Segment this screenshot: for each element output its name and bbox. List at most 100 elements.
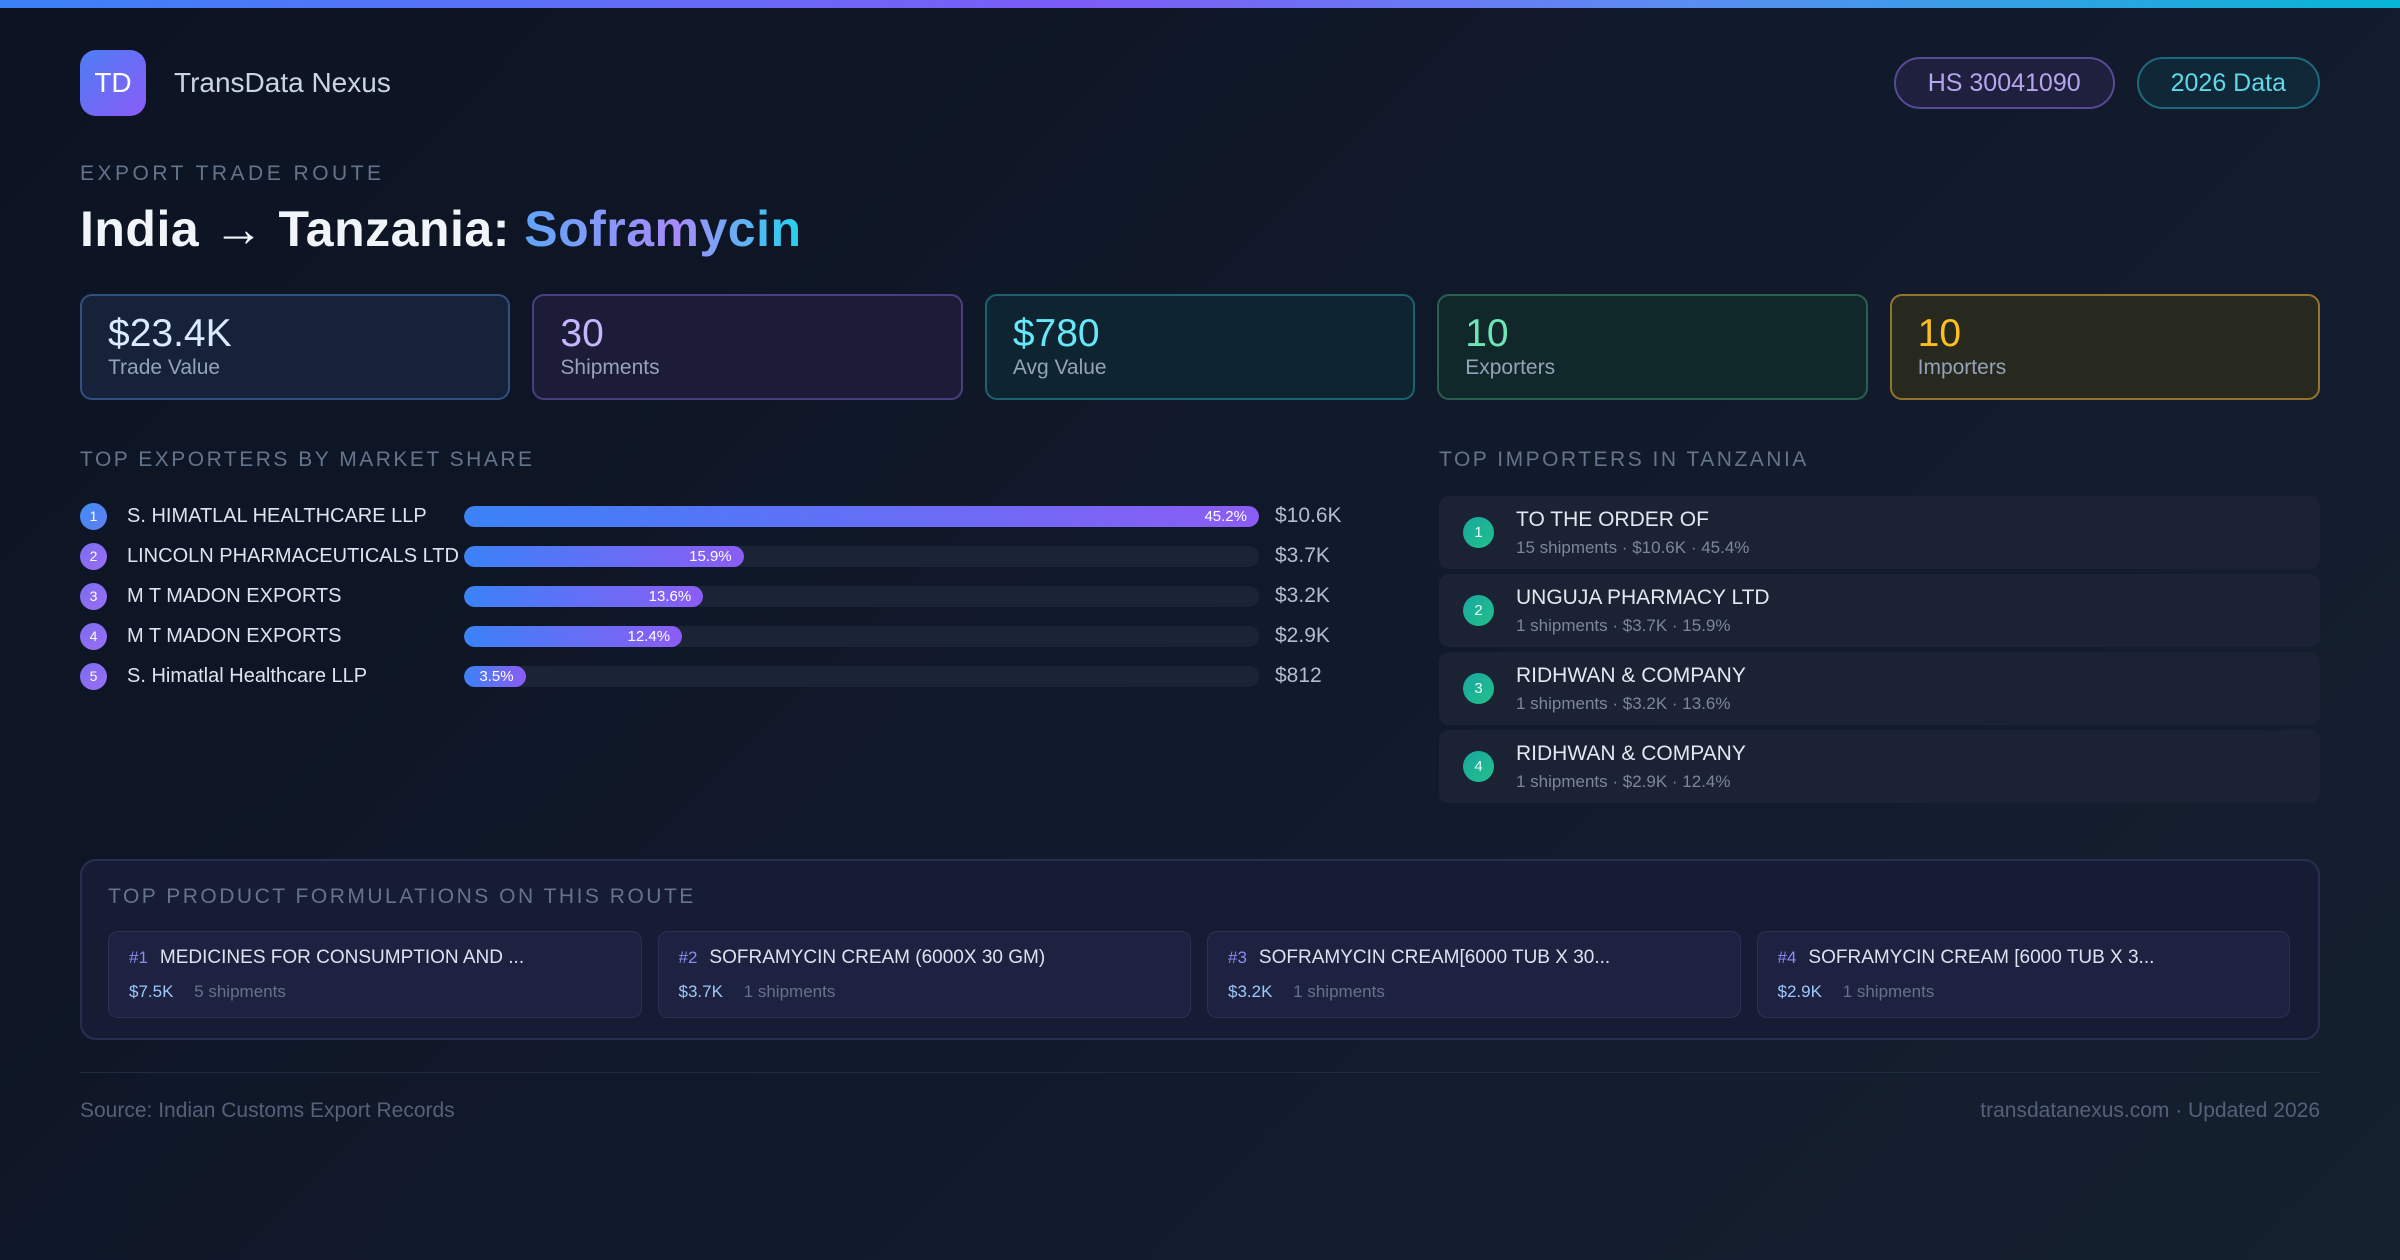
rank-badge: 4	[1463, 751, 1494, 782]
market-share-percent: 45.2%	[1204, 507, 1247, 525]
market-share-bar-fill: 45.2%	[464, 505, 1259, 527]
exporter-trade-value: $812	[1275, 664, 1322, 687]
stat-card-exporters: 10 Exporters	[1437, 294, 1868, 400]
product-shipments: 5 shipments	[194, 982, 286, 1001]
market-share-bar-fill: 3.5%	[464, 665, 526, 687]
market-share-bar-track: 13.6%	[464, 585, 1259, 607]
product-value: $3.2K	[1228, 982, 1273, 1001]
product-highlight: Soframycin	[524, 201, 802, 257]
stat-value: 30	[560, 312, 604, 355]
product-rank: #3	[1228, 948, 1247, 967]
footer: Source: Indian Customs Export Records tr…	[80, 1072, 2320, 1123]
market-share-bar-fill: 12.4%	[464, 625, 683, 647]
importer-card: 4 RIDHWAN & COMPANY 1 shipments · $2.9K …	[1439, 730, 2320, 803]
market-share-bar-track: 12.4%	[464, 625, 1259, 647]
exporter-row: 3 M T MADON EXPORTS 13.6% $3.2K	[80, 576, 1370, 616]
exporter-name: S. Himatlal Healthcare LLP	[127, 664, 368, 687]
stat-label: Trade Value	[108, 356, 221, 379]
footer-source: Source: Indian Customs Export Records	[80, 1099, 455, 1122]
page: TD TransData Nexus HS 30041090 2026 Data…	[0, 8, 2400, 1123]
brand-name: TransData Nexus	[174, 67, 391, 98]
rank-badge: 4	[80, 622, 107, 650]
exporter-trade-value: $2.9K	[1275, 624, 1330, 647]
app-logo: TD	[80, 50, 146, 116]
importers-section: TOP IMPORTERS IN TANZANIA 1 TO THE ORDER…	[1439, 448, 2320, 803]
stat-card-importers: 10 Importers	[1889, 294, 2321, 400]
product-name: SOFRAMYCIN CREAM[6000 TUB X 30...	[1258, 947, 1611, 968]
product-rank: #2	[678, 948, 698, 967]
data-year-badge[interactable]: 2026 Data	[2136, 57, 2320, 109]
product-rank: #1	[129, 948, 148, 967]
importer-meta: 1 shipments · $3.7K · 15.9%	[1516, 615, 1731, 635]
stat-label: Importers	[1917, 356, 2007, 379]
product-card: #4 SOFRAMYCIN CREAM [6000 TUB X 3... $2.…	[1756, 931, 2290, 1018]
market-share-percent: 13.6%	[648, 587, 692, 605]
market-share-percent: 3.5%	[479, 667, 514, 685]
exporter-row: 1 S. HIMATLAL HEALTHCARE LLP 45.2% $10.6…	[80, 496, 1370, 536]
rank-badge: 1	[80, 502, 107, 530]
exporter-row: 4 M T MADON EXPORTS 12.4% $2.9K	[80, 616, 1370, 656]
rank-badge: 3	[80, 582, 107, 610]
stats-row: $23.4K Trade Value 30 Shipments $780 Avg…	[80, 294, 2321, 400]
importer-card: 2 UNGUJA PHARMACY LTD 1 shipments · $3.7…	[1439, 574, 2320, 647]
stat-card-avg-value: $780 Avg Value	[984, 294, 1416, 400]
rank-badge: 3	[1463, 673, 1494, 704]
page-title: India → Tanzania: Soframycin	[80, 200, 2320, 258]
stat-label: Shipments	[560, 356, 660, 379]
importer-meta: 15 shipments · $10.6K · 45.4%	[1516, 537, 1750, 557]
product-value: $2.9K	[1777, 982, 1822, 1001]
stat-value: 10	[1917, 312, 1962, 355]
stat-value: $780	[1012, 312, 1100, 355]
market-share-bar-track: 15.9%	[464, 545, 1259, 567]
exporters-section: TOP EXPORTERS BY MARKET SHARE 1 S. HIMAT…	[80, 448, 1370, 803]
rank-badge: 5	[80, 662, 107, 690]
product-name: SOFRAMYCIN CREAM [6000 TUB X 3...	[1808, 947, 2155, 968]
exporter-trade-value: $10.6K	[1275, 504, 1342, 527]
route-title-text: India → Tanzania:	[80, 201, 525, 257]
exporter-name: LINCOLN PHARMACEUTICALS LTD	[127, 544, 459, 567]
exporter-name: M T MADON EXPORTS	[127, 584, 342, 607]
exporters-section-title: TOP EXPORTERS BY MARKET SHARE	[80, 448, 535, 471]
importers-section-title: TOP IMPORTERS IN TANZANIA	[1439, 448, 1809, 471]
exporter-name: M T MADON EXPORTS	[127, 624, 342, 647]
product-name: SOFRAMYCIN CREAM (6000X 30 GM)	[709, 947, 1046, 968]
header-badges: HS 30041090 2026 Data	[1893, 57, 2320, 109]
product-name: MEDICINES FOR CONSUMPTION AND ...	[159, 947, 525, 968]
brand-home-link[interactable]: TD TransData Nexus	[80, 50, 391, 116]
exporter-trade-value: $3.2K	[1275, 584, 1330, 607]
stat-value: 10	[1465, 312, 1509, 355]
market-share-bar-track: 3.5%	[464, 665, 1259, 687]
exporters-bar-chart: 1 S. HIMATLAL HEALTHCARE LLP 45.2% $10.6…	[80, 496, 1370, 696]
importer-name: RIDHWAN & COMPANY	[1516, 741, 1746, 765]
rank-badge: 1	[1463, 517, 1494, 548]
market-share-percent: 15.9%	[689, 547, 732, 565]
accent-gradient-bar	[0, 0, 2400, 8]
exporter-name: S. HIMATLAL HEALTHCARE LLP	[127, 504, 427, 527]
products-section-title: TOP PRODUCT FORMULATIONS ON THIS ROUTE	[108, 885, 696, 908]
importer-card: 3 RIDHWAN & COMPANY 1 shipments · $3.2K …	[1439, 652, 2320, 725]
exporter-row: 5 S. Himatlal Healthcare LLP 3.5% $812	[80, 656, 1370, 696]
stat-value: $23.4K	[108, 312, 232, 355]
product-shipments: 1 shipments	[1293, 982, 1385, 1001]
market-share-bar-fill: 15.9%	[464, 545, 744, 567]
market-share-percent: 12.4%	[627, 627, 671, 645]
importer-meta: 1 shipments · $2.9K · 12.4%	[1516, 771, 1731, 791]
products-panel: TOP PRODUCT FORMULATIONS ON THIS ROUTE #…	[80, 859, 2320, 1040]
importer-name: TO THE ORDER OF	[1516, 507, 1709, 531]
stat-label: Exporters	[1465, 356, 1556, 379]
rank-badge: 2	[80, 542, 107, 570]
hs-code-badge[interactable]: HS 30041090	[1893, 57, 2115, 109]
product-card: #2 SOFRAMYCIN CREAM (6000X 30 GM) $3.7K …	[657, 931, 1191, 1018]
exporter-row: 2 LINCOLN PHARMACEUTICALS LTD 15.9% $3.7…	[80, 536, 1370, 576]
product-rank: #4	[1777, 948, 1797, 967]
importer-name: UNGUJA PHARMACY LTD	[1516, 585, 1770, 609]
stat-card-trade-value: $23.4K Trade Value	[80, 294, 511, 400]
rank-badge: 2	[1463, 595, 1494, 626]
stat-label: Avg Value	[1012, 356, 1107, 379]
importer-name: RIDHWAN & COMPANY	[1516, 663, 1746, 687]
market-share-bar-fill: 13.6%	[464, 585, 704, 607]
product-value: $3.7K	[678, 982, 723, 1001]
footer-site: transdatanexus.com · Updated 2026	[1980, 1099, 2320, 1122]
product-shipments: 1 shipments	[743, 982, 836, 1001]
header: TD TransData Nexus HS 30041090 2026 Data	[80, 50, 2320, 116]
